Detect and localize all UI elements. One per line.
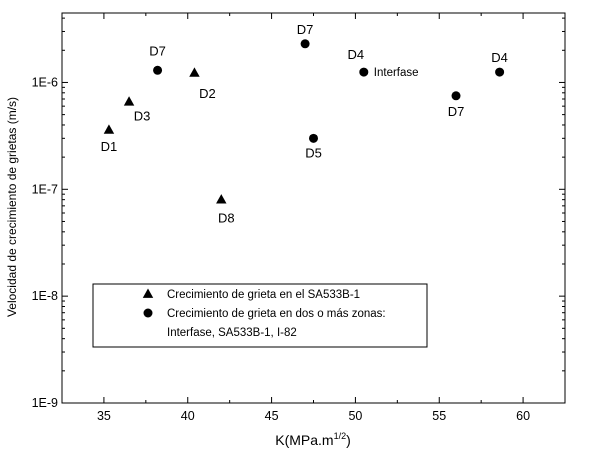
x-axis-title-sup: 1/2: [334, 431, 347, 441]
point-label: D4: [491, 50, 508, 65]
y-axis-ticks: 1E-9 1E-8 1E-7 1E-6: [32, 17, 565, 410]
circle-marker: [451, 91, 461, 101]
x-axis-title-end: ): [346, 432, 351, 448]
point-label: D7: [149, 43, 166, 58]
x-axis-ticks: 35 40 45 50 55 60: [61, 13, 566, 423]
circle-marker: [153, 65, 163, 75]
x-tick-label: 55: [432, 409, 446, 423]
circle-marker: [300, 39, 310, 49]
y-tick-label: 1E-6: [32, 75, 58, 89]
circle-marker: [359, 67, 369, 77]
point-labels: D1 D3 D2 D8 D7 D7 D5 D4 D7 D4: [101, 22, 508, 226]
annotation-text: Interfase: [374, 67, 419, 79]
x-tick-label: 40: [181, 409, 195, 423]
point-label: D3: [134, 109, 151, 124]
triangle-marker: [103, 124, 115, 134]
triangle-marker: [189, 67, 200, 77]
point-label: D8: [218, 211, 235, 226]
annotations: Interfase: [374, 67, 419, 79]
x-axis-title-main: K(MPa.m: [275, 432, 333, 448]
y-tick-label: 1E-9: [32, 396, 58, 410]
x-tick-label: 50: [348, 409, 362, 423]
point-label: D7: [297, 22, 314, 37]
legend-triangle-marker: [142, 288, 154, 298]
triangle-marker: [216, 194, 227, 204]
y-axis-title: Velocidad de crecimiento de grietas (m/s…: [5, 97, 19, 317]
x-tick-label: 35: [97, 409, 111, 423]
y-tick-label: 1E-8: [32, 289, 58, 303]
circle-marker: [309, 133, 318, 143]
legend-label-series-1: Crecimiento de grieta en el SA533B-1: [167, 289, 360, 301]
legend: Crecimiento de grieta en el SA533B-1 Cre…: [92, 283, 428, 348]
y-tick-label: 1E-7: [32, 182, 58, 196]
circle-marker: [495, 67, 505, 77]
point-label: D7: [448, 104, 465, 119]
point-label: D2: [199, 86, 216, 101]
x-tick-label: 60: [516, 409, 530, 423]
data-points: [103, 39, 505, 204]
point-label: D4: [347, 47, 364, 62]
legend-markers: [142, 288, 154, 318]
legend-label-series-2-line-2: Interfase, SA533B-1, I-82: [167, 327, 297, 339]
triangle-marker: [123, 96, 135, 106]
legend-label-series-2-line-1: Crecimiento de grieta en dos o más zonas…: [167, 308, 386, 320]
x-axis-title: K(MPa.m1/2): [275, 431, 351, 448]
point-label: D5: [305, 145, 322, 160]
legend-circle-marker: [143, 308, 153, 318]
point-label: D1: [101, 139, 118, 154]
x-tick-label: 45: [265, 409, 279, 423]
